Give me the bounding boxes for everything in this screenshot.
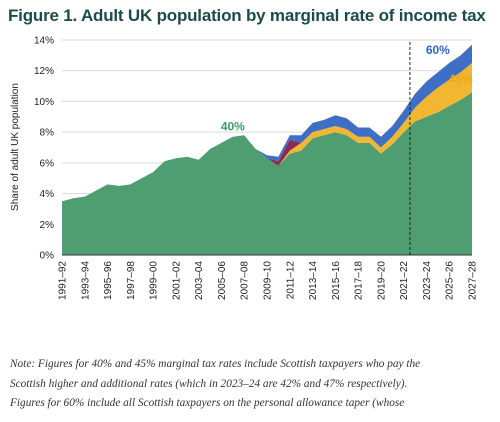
- x-tick-label: 2015–16: [331, 261, 342, 300]
- x-tick-label: 2021–22: [399, 261, 410, 300]
- chart-note: Note: Figures for 40% and 45% marginal t…: [10, 355, 494, 414]
- x-tick-label: 2025–26: [445, 261, 456, 300]
- note-line-1: Note: Figures for 40% and 45% marginal t…: [10, 358, 421, 370]
- chart-title: Figure 1. Adult UK population by margina…: [8, 6, 486, 25]
- area-series-40pct: [62, 92, 472, 255]
- x-tick-label: 2001–02: [171, 261, 182, 300]
- x-tick-label: 2027–28: [468, 261, 479, 300]
- y-tick-label: 12%: [34, 66, 54, 77]
- x-tick-label: 1991–92: [58, 261, 69, 300]
- x-tick-label: 1993–94: [80, 261, 91, 300]
- x-tick-label: 2013–14: [308, 261, 319, 300]
- x-tick-label: 1997–98: [126, 261, 137, 300]
- x-tick-label: 2019–20: [376, 261, 387, 300]
- x-tick-label: 1995–96: [103, 261, 114, 300]
- y-tick-label: 10%: [34, 97, 54, 108]
- y-tick-label: 0%: [40, 251, 55, 262]
- x-tick-label: 1999–00: [149, 261, 160, 300]
- stacked-area-chart: 0% 2% 4% 6% 8% 10% 12% 14% 1991–92 1993–94 1995–96…: [10, 36, 479, 300]
- y-tick-label: 14%: [34, 36, 54, 47]
- axes: 0% 2% 4% 6% 8% 10% 12% 14% 1991–92 1993–94 1995–96…: [34, 36, 479, 300]
- x-tick-label: 2003–04: [194, 261, 205, 300]
- x-tick-label: 2009–10: [263, 261, 274, 300]
- y-axis-label: Share of adult UK population: [10, 83, 21, 211]
- annotation-label-60pct: 60%: [426, 43, 450, 57]
- y-tick-label: 2%: [40, 220, 55, 231]
- x-tick-label: 2023–24: [422, 261, 433, 300]
- annotation-label-45pct: 45%: [449, 72, 473, 86]
- x-tick-label: 2011–12: [285, 261, 296, 300]
- x-tick-label: 2007–08: [240, 261, 251, 300]
- y-tick-label: 4%: [40, 189, 55, 200]
- x-tick-label: 2005–06: [217, 261, 228, 300]
- note-line-3: Figures for 60% include all Scottish tax…: [10, 397, 405, 409]
- note-line-2: Scottish higher and additional rates (wh…: [10, 377, 408, 390]
- x-tick-label: 2017–18: [354, 261, 365, 300]
- y-tick-label: 6%: [40, 158, 55, 169]
- area-series-layer: [62, 44, 472, 255]
- y-tick-label: 8%: [40, 128, 55, 139]
- annotations: 40% 45% 60%: [221, 43, 473, 134]
- annotation-label-40pct: 40%: [221, 120, 245, 134]
